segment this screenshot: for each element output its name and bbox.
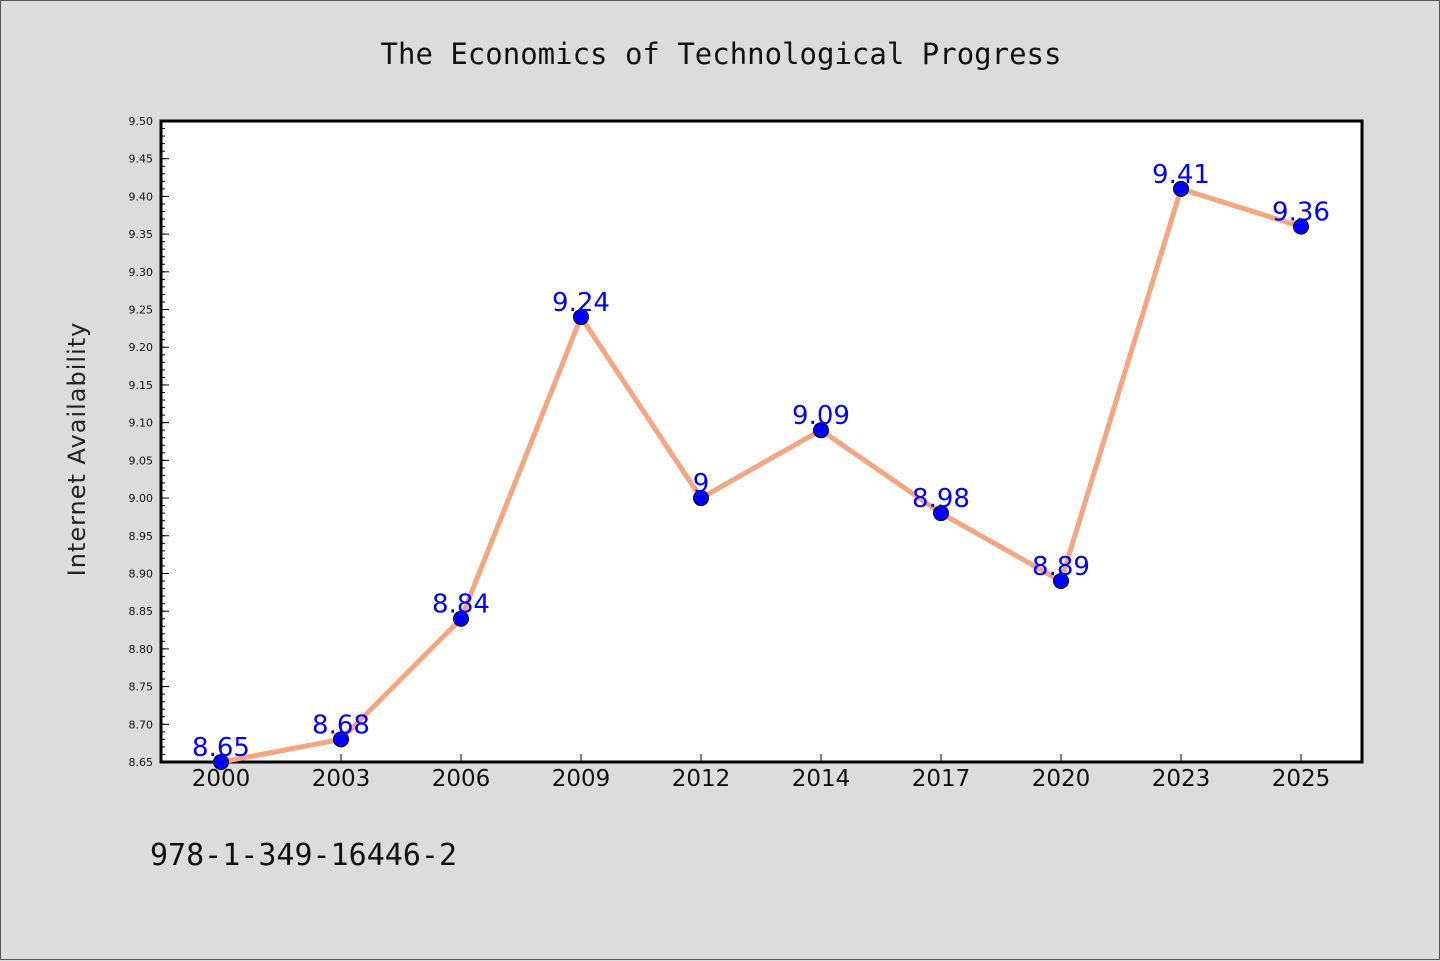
- y-tick-label: 8.65: [129, 756, 154, 769]
- footer-code: 978-1-349-16446-2: [150, 838, 457, 873]
- data-point: [1173, 180, 1189, 197]
- data-label: 9.09: [792, 401, 850, 431]
- chart-title: The Economics of Technological Progress: [381, 37, 1062, 71]
- data-label: 8.84: [432, 590, 490, 620]
- y-tick-label: 9.50: [129, 115, 154, 128]
- data-point: [693, 490, 709, 507]
- y-tick-label: 8.75: [129, 681, 154, 694]
- x-tick-label: 2025: [1272, 766, 1331, 792]
- series-line: [218, 186, 1304, 765]
- data-label: 8.65: [192, 733, 250, 763]
- data-label: 8.68: [312, 710, 370, 740]
- x-tick-label: 2020: [1032, 766, 1091, 792]
- data-point: [573, 309, 589, 326]
- y-axis-ticks: 8.65 8.70 8.75 8.80 8.85 8.90 8.95 9.00 9.05 9.10…: [129, 115, 169, 769]
- data-point: [933, 505, 949, 522]
- x-tick-label: 2003: [312, 766, 371, 792]
- y-tick-label: 9.05: [129, 454, 154, 467]
- y-tick-label: 8.85: [129, 605, 154, 618]
- data-labels: 8.65 8.68 8.84 9.24 9 9.09 8.98 8.89 9.41 9.36: [192, 160, 1330, 763]
- data-point: [453, 610, 469, 627]
- y-tick-label: 8.70: [129, 718, 154, 731]
- data-label: 9.36: [1272, 198, 1330, 228]
- data-label: 8.89: [1032, 552, 1090, 582]
- y-tick-label: 9.15: [129, 379, 154, 392]
- y-axis-label: Internet Availability: [63, 322, 91, 577]
- data-point: [213, 754, 229, 770]
- y-tick-label: 8.90: [129, 567, 154, 580]
- y-tick-label: 9.45: [129, 153, 154, 166]
- y-tick-label: 9.10: [129, 417, 154, 430]
- y-tick-label: 9.40: [129, 190, 154, 203]
- data-label: 9.24: [552, 288, 610, 318]
- y-tick-label: 8.95: [129, 530, 154, 543]
- y-tick-label: 9.30: [129, 266, 154, 279]
- data-label: 9: [693, 469, 710, 499]
- x-tick-label: 2009: [552, 766, 611, 792]
- x-tick-label: 2023: [1152, 766, 1211, 792]
- y-tick-label: 9.35: [129, 228, 154, 241]
- y-tick-label: 9.25: [129, 304, 154, 317]
- data-label: 9.41: [1152, 160, 1210, 190]
- data-point: [813, 422, 829, 439]
- data-point: [333, 731, 349, 748]
- data-points: [213, 180, 1309, 770]
- x-tick-label: 2017: [912, 766, 971, 792]
- y-tick-label: 9.20: [129, 341, 154, 354]
- x-tick-label: 2012: [672, 766, 731, 792]
- data-point: [1293, 218, 1309, 235]
- y-tick-label: 9.00: [129, 492, 154, 505]
- x-axis-ticks: 2000 2003 2006 2009 2012 2014 2017 2020 2023 2025: [192, 754, 1331, 792]
- x-tick-label: 2000: [192, 766, 251, 792]
- x-tick-label: 2006: [432, 766, 491, 792]
- x-tick-label: 2014: [792, 766, 851, 792]
- data-label: 8.98: [912, 484, 970, 514]
- plot-area: [159, 119, 1364, 764]
- y-tick-label: 8.80: [129, 643, 154, 656]
- data-point: [1053, 573, 1069, 590]
